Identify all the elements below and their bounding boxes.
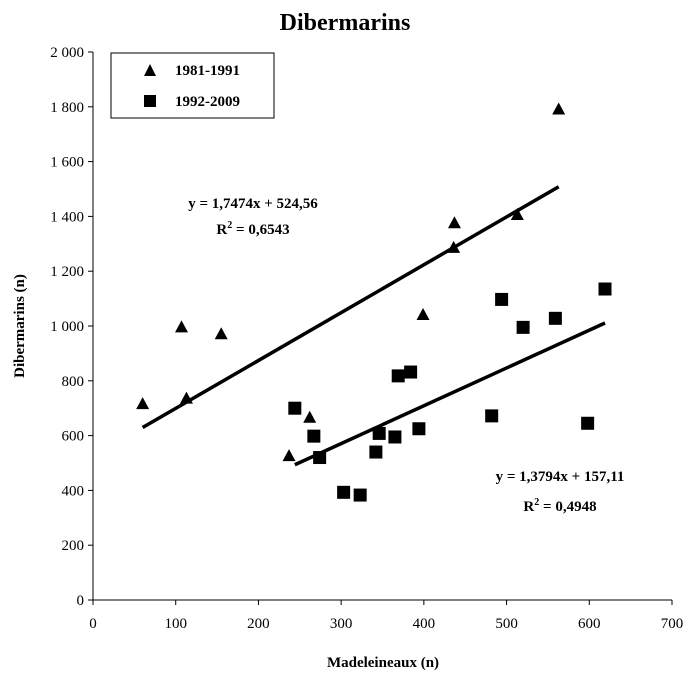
data-point-square [369,445,383,459]
data-markers [136,102,612,502]
trendline-series-2 [294,321,606,467]
x-tick-label: 200 [247,616,270,632]
legend-label-series-1: 1981-1991 [175,63,240,79]
data-point-triangle [175,320,189,333]
data-point-square [288,401,302,415]
data-point-triangle [447,216,461,229]
equation-series-2: y = 1,3794x + 157,11 [496,469,625,485]
y-tick-label: 800 [62,374,85,390]
data-point-square [412,422,426,436]
y-tick-label: 400 [62,483,85,499]
data-point-square [391,369,405,383]
data-point-triangle [510,208,524,221]
y-axis-ticks: 0 200 400 600 800 1 000 1 200 1 400 1 600 1 800 2 … [50,45,93,609]
y-tick-label: 200 [62,538,85,554]
r2-series-1: R2 = 0,6543 [216,220,289,238]
x-tick-label: 300 [330,616,353,632]
data-point-triangle [416,308,430,321]
data-point-square [404,365,418,379]
data-point-square [388,430,402,444]
data-point-square [313,451,327,465]
y-tick-label: 2 000 [50,45,84,61]
legend: 1981-1991 1992-2009 [110,52,275,119]
y-tick-label: 1 200 [50,264,84,280]
data-point-triangle [179,391,193,404]
data-point-square [485,409,499,423]
y-tick-label: 1 800 [50,100,84,116]
y-tick-label: 1 600 [50,155,84,171]
x-axis-title: Madeleineaux (n) [327,655,439,671]
data-point-square [548,311,562,325]
data-point-square [353,488,367,502]
legend-marker-square [144,95,156,107]
equation-series-1: y = 1,7474x + 524,56 [188,196,318,212]
y-tick-label: 0 [77,593,85,609]
legend-label-series-2: 1992-2009 [175,94,240,110]
data-point-square [307,429,321,443]
trendlines [141,185,606,467]
r2-series-2: R2 = 0,4948 [523,497,596,515]
x-tick-label: 700 [661,616,684,632]
data-point-triangle [214,327,228,340]
data-point-triangle [447,240,461,253]
data-point-square [598,282,612,296]
data-point-square [516,320,530,334]
x-tick-label: 400 [413,616,436,632]
data-point-square [372,426,386,440]
trendline-series-1 [141,185,560,430]
legend-marker-triangle [144,64,156,76]
x-tick-label: 0 [89,616,97,632]
y-tick-label: 600 [62,429,85,445]
data-point-square [495,292,509,306]
trendline-equations: y = 1,7474x + 524,56 R2 = 0,6543 y = 1,3… [188,196,624,515]
chart-title: Dibermarins [280,10,411,36]
data-point-triangle [136,397,150,410]
x-tick-label: 600 [578,616,601,632]
data-point-triangle [282,449,296,462]
y-tick-label: 1 000 [50,319,84,335]
legend-box [110,52,275,119]
data-point-triangle [552,102,566,115]
data-point-triangle [303,410,317,423]
data-point-square [581,416,595,430]
x-tick-label: 500 [495,616,518,632]
y-tick-label: 1 400 [50,209,84,225]
x-tick-label: 100 [164,616,187,632]
y-axis-title: Dibermarins (n) [12,274,28,378]
data-point-square [337,485,351,499]
x-axis-ticks: 0 100 200 300 400 500 600 700 [89,600,683,632]
